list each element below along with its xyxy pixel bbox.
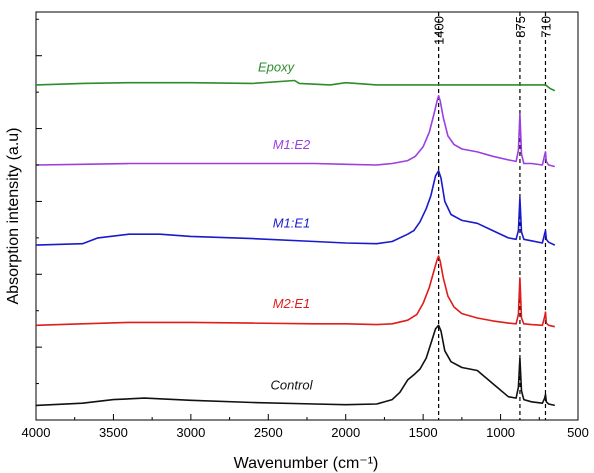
series-line-m1-e2 — [35, 95, 555, 168]
series-label-m2-e1: M2:E1 — [273, 296, 311, 311]
x-tick-label: 1000 — [486, 425, 515, 440]
series-group — [35, 79, 556, 407]
reference-label-1400: 1400 — [432, 16, 447, 45]
series-label-m1-e1: M1:E1 — [273, 216, 311, 231]
series-label-control: Control — [271, 377, 314, 392]
reference-label-710: 710 — [538, 16, 553, 38]
y-axis-title: Absorption intensity (a.u) — [5, 128, 22, 305]
series-line-control — [35, 324, 555, 407]
x-tick-label: 2000 — [331, 425, 360, 440]
series-label-epoxy: Epoxy — [258, 60, 296, 75]
reference-lines: 1400 875 710 — [432, 12, 553, 420]
x-tick-label: 4000 — [22, 425, 51, 440]
reference-label-875: 875 — [513, 16, 528, 38]
x-tick-label: 3500 — [99, 425, 128, 440]
series-labels: Epoxy M1:E2 M1:E1 M2:E1 Control — [258, 60, 314, 393]
x-tick-label: 500 — [567, 425, 589, 440]
series-label-m1-e2: M1:E2 — [273, 137, 311, 152]
series-line-m2-e1 — [35, 255, 555, 328]
series-line-m1-e1 — [35, 170, 556, 246]
x-axis-title: Wavenumber (cm⁻¹) — [234, 455, 379, 472]
x-axis: 4000 3500 3000 2500 2000 1500 1000 500 — [22, 414, 589, 440]
y-axis — [36, 18, 42, 421]
x-tick-label: 1500 — [409, 425, 438, 440]
x-tick-label: 2500 — [254, 425, 283, 440]
series-line-epoxy — [35, 79, 556, 92]
x-tick-label: 3000 — [176, 425, 205, 440]
